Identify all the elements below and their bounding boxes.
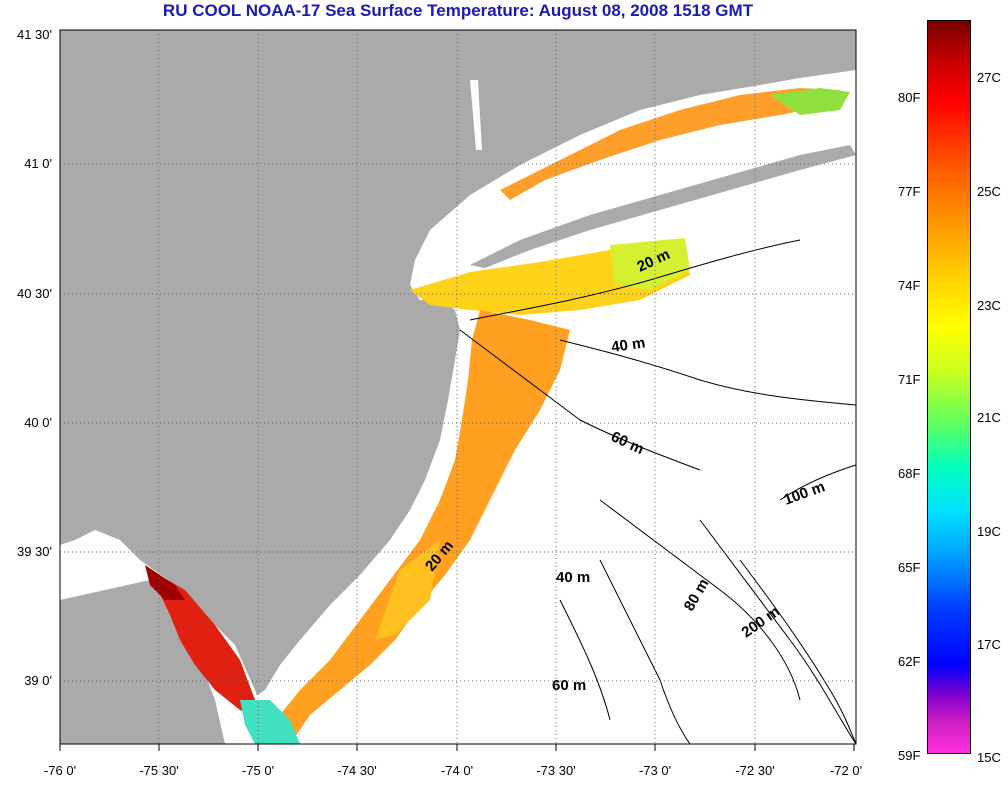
map-title: RU COOL NOAA-17 Sea Surface Temperature:… (162, 1, 754, 20)
colorbar-label-f: 68F (898, 466, 921, 481)
lon-label: -74 0' (441, 763, 473, 778)
colorbar-label-c: 15C (977, 750, 1001, 765)
lon-label: -74 30' (337, 763, 376, 778)
lat-label: 39 0' (24, 673, 52, 688)
colorbar-label-c: 23C (977, 298, 1001, 313)
sst-nj-south (375, 540, 440, 640)
axis-ticks (59, 744, 855, 751)
colorbar-label-c: 17C (977, 637, 1001, 652)
sst-delaware-upper (145, 565, 185, 600)
colorbar-label-c: 19C (977, 524, 1001, 539)
sst-cape-may (240, 700, 300, 744)
sst-lis-east (770, 88, 850, 115)
colorbar-label-f: 62F (898, 654, 921, 669)
colorbar-label-f: 74F (898, 278, 921, 293)
isobath-label: 40 m (610, 334, 646, 356)
lon-label: -73 0' (639, 763, 671, 778)
sst-nj-coast (265, 310, 570, 744)
lat-label: 41 30' (17, 27, 52, 42)
lon-label: -72 30' (735, 763, 774, 778)
isobaths (459, 239, 857, 745)
lat-label: 39 30' (17, 544, 52, 559)
land (60, 30, 856, 744)
lon-label: -76 0' (44, 763, 76, 778)
lat-label: 40 30' (17, 286, 52, 301)
lon-label: -75 0' (242, 763, 274, 778)
lat-label: 41 0' (24, 156, 52, 171)
sst-ny-bight-east (610, 238, 690, 290)
colorbar-label-f: 71F (898, 372, 921, 387)
colorbar-label-c: 27C (977, 70, 1001, 85)
colorbar-label-f: 59F (898, 748, 921, 763)
latitude-labels: 41 30' 41 0' 40 30' 40 0' 39 30' 39 0' (17, 27, 52, 688)
longitude-labels: -76 0' -75 30' -75 0' -74 30' -74 0' -73… (44, 763, 862, 778)
colorbar-label-f: 65F (898, 560, 921, 575)
colorbar-label-c: 25C (977, 184, 1001, 199)
sst-long-island-sound (500, 88, 840, 200)
temperature-colorbar (927, 20, 971, 754)
isobath-label: 60 m (552, 677, 586, 694)
sst-delaware-bay (150, 570, 260, 720)
lon-label: -73 30' (536, 763, 575, 778)
map-frame (59, 29, 857, 745)
colorbar-label-c: 21C (977, 410, 1001, 425)
graticule (60, 30, 856, 744)
colorbar-label-f: 80F (898, 90, 921, 105)
lat-label: 40 0' (24, 415, 52, 430)
lon-label: -75 30' (139, 763, 178, 778)
lon-label: -72 0' (830, 763, 862, 778)
hudson-river (470, 80, 482, 150)
isobath-label: 40 m (556, 569, 590, 586)
colorbar-label-f: 77F (898, 184, 921, 199)
